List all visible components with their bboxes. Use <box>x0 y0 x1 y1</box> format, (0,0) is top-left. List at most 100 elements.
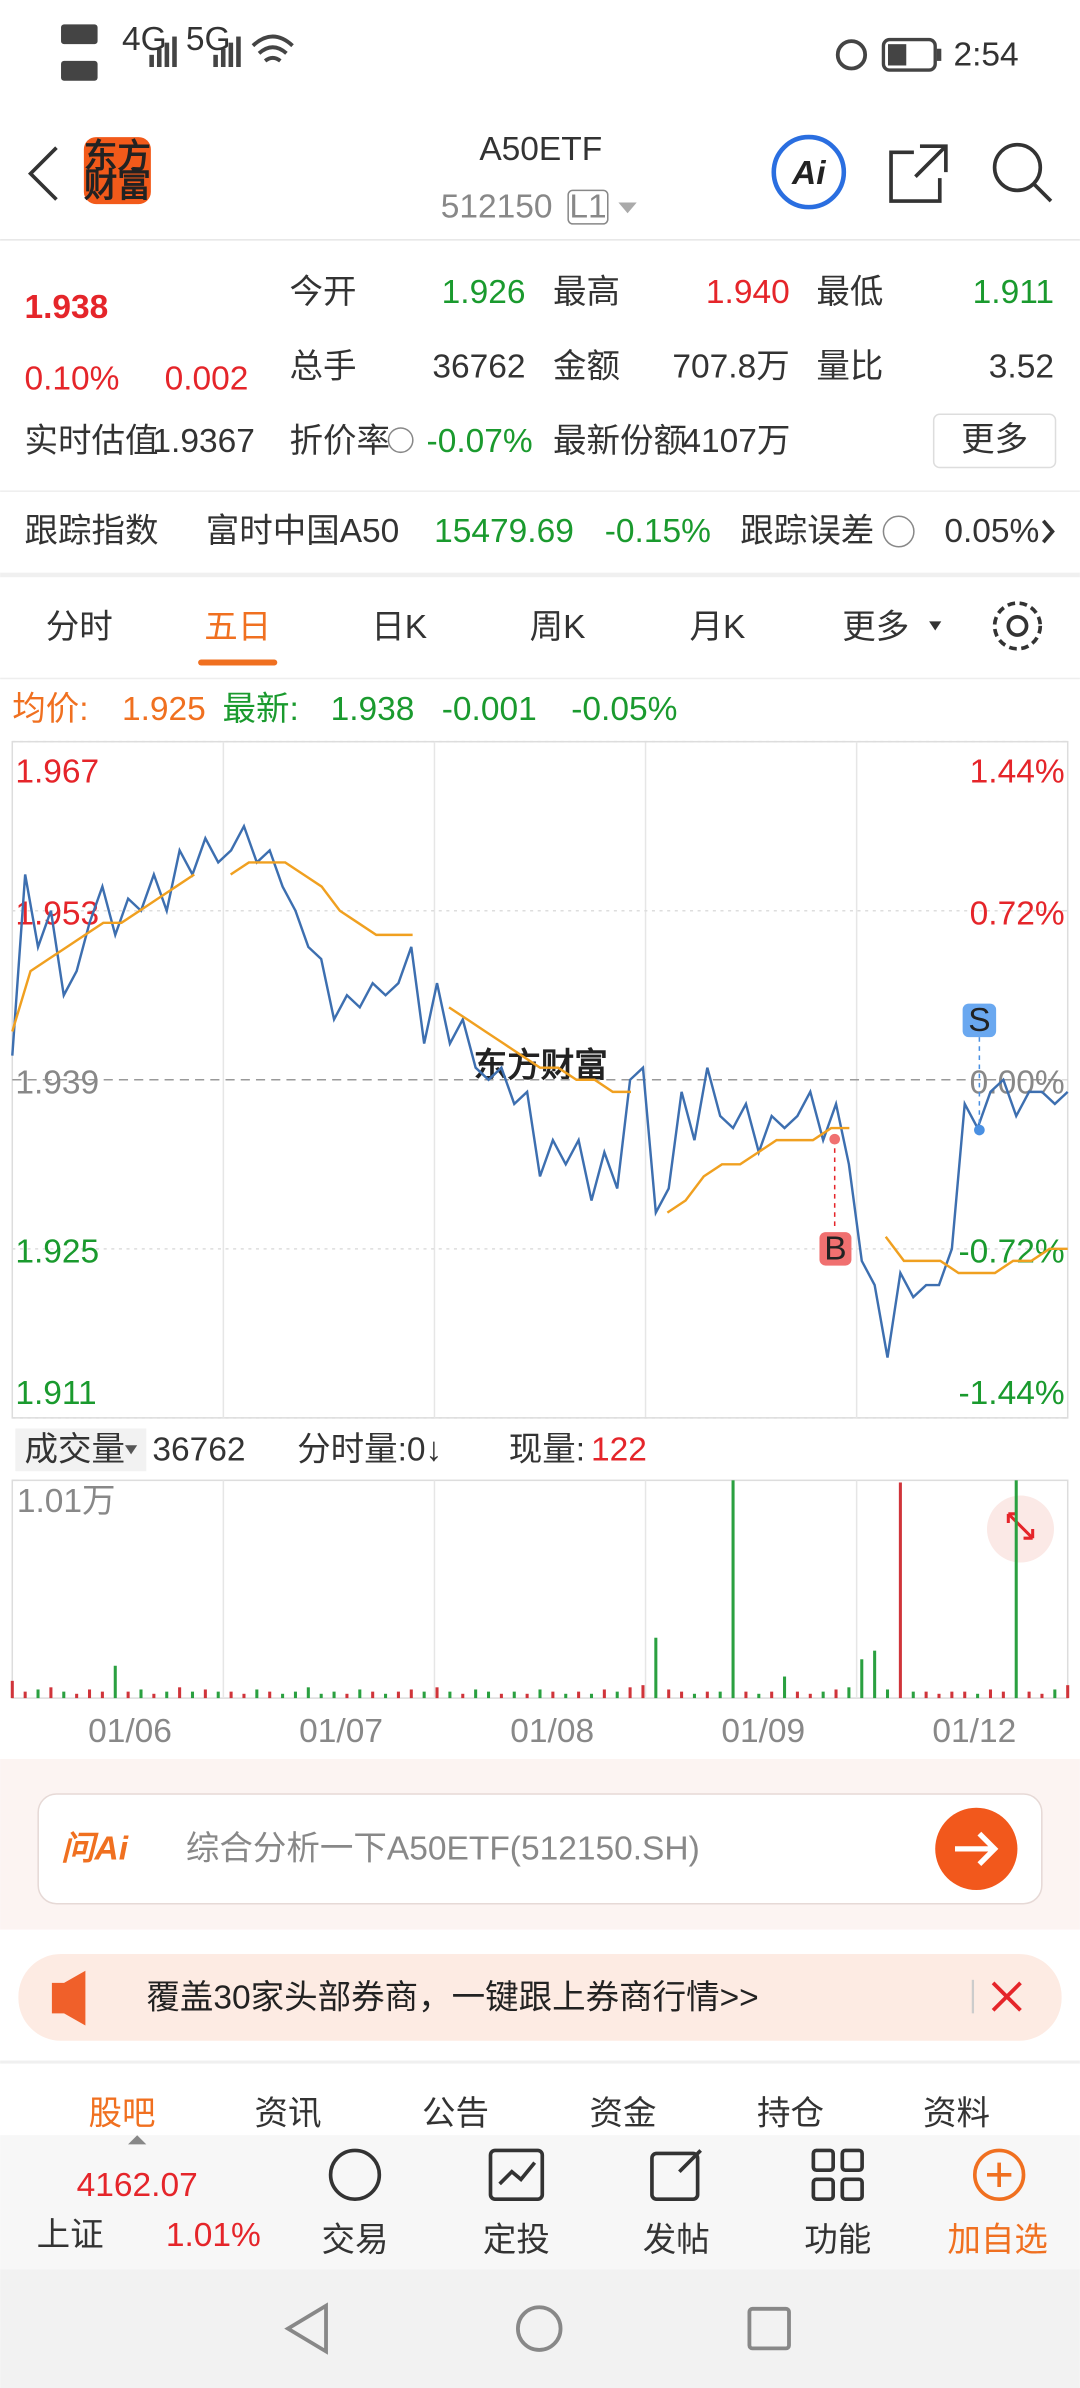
tab[interactable]: 五日 <box>204 609 271 646</box>
volume-bar <box>203 1689 207 1699</box>
field-label: 金额 <box>553 349 620 386</box>
sub-tab[interactable]: 公告 <box>422 2095 489 2132</box>
status-icons <box>61 24 942 81</box>
tab[interactable]: 更多 <box>842 609 909 646</box>
volume-bar <box>293 1691 297 1699</box>
y2-tick-label: -1.44% <box>959 1375 1065 1412</box>
banner[interactable] <box>18 1953 1062 2041</box>
volume-bar <box>577 1691 581 1699</box>
title: A50ETF <box>479 131 602 168</box>
y-tick-label: 1.01万 <box>17 1483 116 1520</box>
sub-tab[interactable]: 股吧 <box>88 2095 155 2132</box>
action[interactable]: 发帖 <box>643 2222 710 2259</box>
ai-icon[interactable] <box>771 134 847 210</box>
index-change: -0.15% <box>605 513 711 550</box>
volume-total: 36762 <box>152 1431 245 1468</box>
nav-recent[interactable] <box>747 2306 791 2351</box>
logo-text: 财富 <box>84 166 151 204</box>
volume-current: 122 <box>591 1431 647 1468</box>
sub-tab[interactable]: 资料 <box>923 2095 990 2132</box>
code: 512150 <box>441 189 553 226</box>
divider <box>0 239 1080 241</box>
more-button[interactable] <box>932 413 1057 469</box>
tab[interactable]: 日K <box>371 609 427 646</box>
nav-back[interactable] <box>284 2302 328 2355</box>
label: 均价: <box>12 691 88 728</box>
tab[interactable]: 分时 <box>46 609 113 646</box>
label: 最新: <box>222 691 298 728</box>
volume-label: 分时量:0↓ <box>297 1431 442 1468</box>
volume-bar <box>1040 1693 1044 1699</box>
nav-home[interactable] <box>516 2305 563 2352</box>
watermark: 东方财富 <box>474 1047 608 1085</box>
field-label: 最高 <box>553 274 620 311</box>
divider <box>0 677 1080 680</box>
logo-text: 东方 <box>84 137 151 175</box>
volume-selector[interactable] <box>15 1428 147 1472</box>
volume-bar <box>152 1693 156 1699</box>
share-icon[interactable] <box>889 144 948 203</box>
volume-bar <box>1053 1689 1057 1699</box>
tab[interactable]: 周K <box>530 609 586 646</box>
y-tick-label: 1.911 <box>15 1375 96 1412</box>
price-line <box>11 823 1069 1358</box>
volume-bar <box>100 1691 104 1699</box>
label: 最新份额 <box>553 423 687 460</box>
label: 折价率 <box>289 423 389 460</box>
action[interactable]: 定投 <box>483 2222 550 2259</box>
volume-bar <box>512 1691 516 1699</box>
logo <box>83 137 151 205</box>
action-icons <box>328 2148 1026 2201</box>
volume-bar <box>1014 1480 1018 1699</box>
volume-bar <box>268 1691 272 1699</box>
volume-bar <box>718 1691 722 1699</box>
search-icon[interactable] <box>992 142 1053 203</box>
y-tick-label: 1.925 <box>15 1233 99 1270</box>
volume-bar <box>306 1687 310 1699</box>
field-label: 总手 <box>289 349 356 386</box>
action[interactable]: 交易 <box>321 2222 388 2259</box>
ai-input[interactable] <box>37 1793 1043 1905</box>
volume-bar <box>1001 1691 1005 1699</box>
index-value: 15479.69 <box>434 513 574 550</box>
volume-bar <box>680 1691 684 1699</box>
sub-tab[interactable]: 资金 <box>590 2095 657 2132</box>
clock: 2:54 <box>953 36 1018 73</box>
ai-brand: 问Ai <box>61 1830 129 1867</box>
field-value: 3.52 <box>989 349 1054 386</box>
sub-tab[interactable]: 资讯 <box>254 2095 321 2132</box>
volume-bar <box>860 1659 864 1699</box>
chevron <box>1041 519 1055 544</box>
action[interactable]: 功能 <box>804 2222 871 2259</box>
level: L1 <box>569 189 606 226</box>
settings-icon[interactable] <box>992 601 1043 651</box>
marker-box <box>819 1232 852 1266</box>
label: 跟踪误差 <box>740 513 874 550</box>
change-pct: 0.10% <box>24 361 119 398</box>
volume-bar <box>525 1693 529 1699</box>
back-button[interactable] <box>27 146 58 201</box>
y2-tick-label: -0.72% <box>959 1233 1065 1270</box>
y2-tick-label: 0.00% <box>970 1064 1065 1101</box>
sub-tab[interactable]: 持仓 <box>757 2095 824 2132</box>
volume-bar <box>757 1693 761 1699</box>
nav-bar <box>0 2269 1080 2388</box>
volume-bar <box>113 1665 117 1699</box>
field-value: 707.8万 <box>672 349 789 386</box>
value: 1.9367 <box>152 423 254 460</box>
expand-button[interactable] <box>986 1495 1054 1563</box>
volume-bar <box>1066 1685 1070 1699</box>
volume-bar <box>615 1691 619 1699</box>
field-label: 最低 <box>816 274 883 311</box>
volume-bar <box>885 1689 890 1699</box>
volume-bar <box>409 1689 413 1699</box>
action[interactable]: 加自选 <box>947 2222 1047 2259</box>
tab[interactable]: 月K <box>689 609 745 646</box>
volume-bar <box>23 1691 27 1699</box>
close-icon[interactable] <box>991 1981 1022 2012</box>
volume-bar <box>75 1693 79 1699</box>
volume-bar <box>384 1693 388 1699</box>
change: 0.002 <box>165 361 249 398</box>
